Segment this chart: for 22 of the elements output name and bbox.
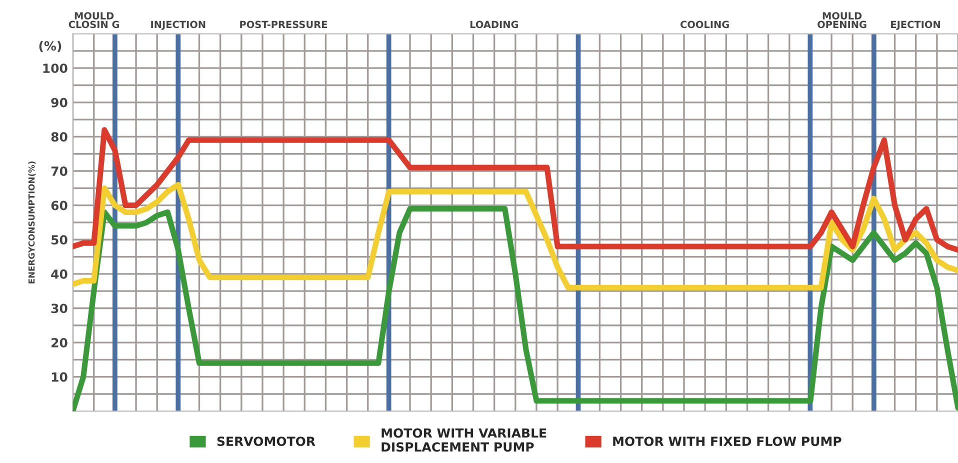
- y-tick-label: 70: [51, 166, 68, 176]
- legend-label: MOTOR WITH FIXED FLOW PUMP: [613, 436, 842, 446]
- legend-label: MOTOR WITH VARIABLE DISPLACEMENT PUMP: [382, 428, 546, 452]
- y-tick-label: 20: [52, 338, 68, 348]
- text: EJECTION: [891, 20, 940, 30]
- y-axis-title: ENERGYCONSUMPTION(%): [28, 162, 36, 284]
- y-tick-label: 60: [51, 200, 68, 210]
- y-tick-label: 100: [43, 64, 68, 74]
- y-tick-label: 90: [51, 98, 68, 108]
- text: COOLING: [680, 20, 729, 28]
- y-tick-label: 40: [51, 269, 68, 279]
- text: LOADING: [470, 20, 518, 28]
- y-tick-label: 10: [52, 372, 68, 382]
- legend-label: SERVOMOTOR: [217, 436, 316, 446]
- text: MOULD OPENING: [818, 12, 866, 28]
- text: MOULD CLOSIN G: [68, 12, 120, 28]
- text: INJECTION: [151, 20, 206, 30]
- text: (%): [39, 40, 62, 52]
- text: POST-PRESSURE: [240, 20, 328, 28]
- y-tick-label: 80: [51, 132, 68, 142]
- y-tick-label: 30: [51, 304, 68, 314]
- y-tick-label: 50: [52, 235, 68, 245]
